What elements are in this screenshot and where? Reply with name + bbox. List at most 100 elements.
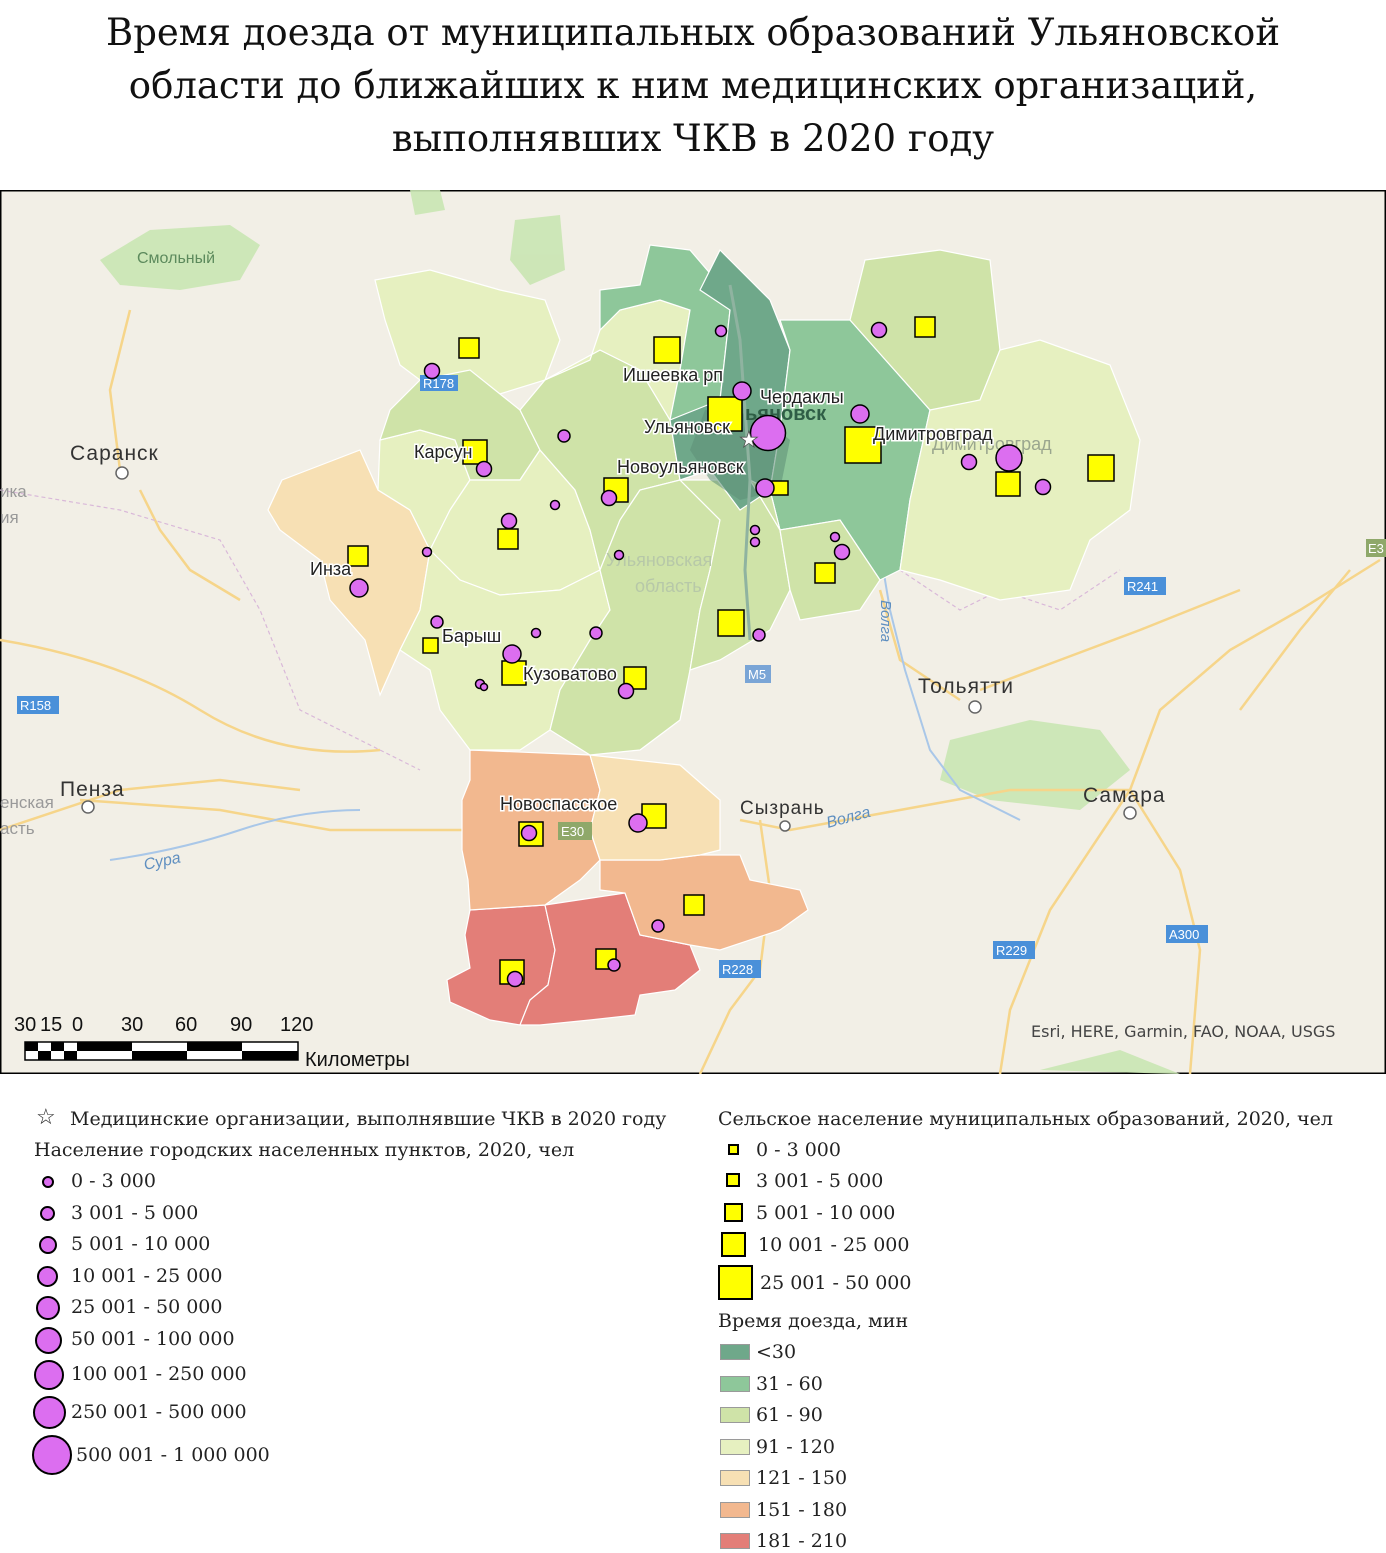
map-title: Время доезда от муниципальных образовани… xyxy=(0,6,1386,165)
urban-circle[interactable] xyxy=(960,453,978,471)
legend-urban-class-1: 0 - 3 000 xyxy=(71,1170,156,1192)
label-syzran: Сызрань xyxy=(740,798,825,819)
urban-circle[interactable] xyxy=(530,627,542,639)
legend-travel-swatch-6 xyxy=(720,1502,750,1518)
rural-square[interactable] xyxy=(653,336,681,364)
rural-square[interactable] xyxy=(814,562,836,584)
shield-r228 xyxy=(719,960,761,978)
shield-r241 xyxy=(1124,577,1166,595)
urban-circle[interactable] xyxy=(829,531,841,543)
legend-rural-symbol-5 xyxy=(718,1265,753,1300)
urban-circle[interactable] xyxy=(500,512,518,530)
urban-circle[interactable] xyxy=(475,460,493,478)
urban-circle[interactable] xyxy=(600,489,618,507)
urban-circle[interactable] xyxy=(520,824,538,842)
urban-circle[interactable] xyxy=(850,404,870,424)
label-karsun: Карсун xyxy=(414,442,472,462)
urban-circle[interactable] xyxy=(506,970,524,988)
urban-population-circles[interactable] xyxy=(349,321,1052,988)
city-dot-samara xyxy=(1123,806,1137,820)
rural-square[interactable] xyxy=(623,666,647,690)
urban-circle[interactable] xyxy=(755,478,775,498)
urban-circle[interactable] xyxy=(430,615,444,629)
urban-circle[interactable] xyxy=(651,919,665,933)
urban-circle[interactable] xyxy=(557,429,571,443)
urban-circle[interactable] xyxy=(479,682,489,692)
map-frame[interactable]: Смольный Саранск ика ия Пенза енская аст… xyxy=(0,190,1386,1074)
rural-square[interactable] xyxy=(914,316,936,338)
shield-r229-label: R229 xyxy=(996,943,1027,958)
rural-square[interactable] xyxy=(995,471,1021,497)
rural-square[interactable] xyxy=(458,337,480,359)
legend-urban-symbol-4 xyxy=(37,1266,58,1287)
legend-urban-class-9: 500 001 - 1 000 000 xyxy=(76,1444,270,1466)
shield-a300 xyxy=(1166,925,1208,943)
urban-circle[interactable] xyxy=(349,578,369,598)
urban-circle[interactable] xyxy=(1034,478,1052,496)
district-61-90-east-south[interactable] xyxy=(748,478,881,621)
urban-circle[interactable] xyxy=(732,381,752,401)
city-dot-saransk xyxy=(115,466,129,480)
legend-travel-class-2: 31 - 60 xyxy=(756,1373,823,1395)
legend-rural-class-4: 10 001 - 25 000 xyxy=(758,1234,910,1256)
pci-hospital-star-icon[interactable]: ★ xyxy=(739,428,760,454)
rural-square[interactable] xyxy=(497,528,519,550)
urban-circle[interactable] xyxy=(617,682,635,700)
label-penza: Пенза xyxy=(60,778,125,801)
shield-e3 xyxy=(1366,539,1386,557)
scale-tick-15: 15 xyxy=(40,1014,62,1036)
legend-travel-swatch-5 xyxy=(720,1470,750,1486)
rural-square[interactable] xyxy=(462,439,488,465)
urban-circle[interactable] xyxy=(752,628,766,642)
label-ulyanovsk: Ульяновск xyxy=(644,417,730,437)
rural-square[interactable] xyxy=(707,396,743,432)
shield-r229 xyxy=(993,941,1035,959)
district-61-90-kuzovatovo[interactable] xyxy=(549,479,721,756)
urban-circle[interactable] xyxy=(607,958,621,972)
urban-circle[interactable] xyxy=(502,644,522,664)
urban-circle[interactable] xyxy=(714,324,728,338)
urban-circle[interactable] xyxy=(749,414,787,452)
legend-rural-symbol-2 xyxy=(726,1173,740,1187)
legend-travel-title: Время доезда, мин xyxy=(718,1310,909,1332)
scale-tick-30: 30 xyxy=(121,1014,143,1036)
rural-square[interactable] xyxy=(683,894,705,916)
rural-square[interactable] xyxy=(717,609,745,637)
legend-travel-swatch-4 xyxy=(720,1439,750,1455)
urban-circle[interactable] xyxy=(833,543,851,561)
rural-square[interactable] xyxy=(1087,454,1115,482)
rural-population-squares[interactable] xyxy=(347,316,1115,985)
urban-circle[interactable] xyxy=(423,362,441,380)
map-attribution: Esri, HERE, Garmin, FAO, NOAA, USGS xyxy=(1031,1022,1335,1041)
label-tolyatti: Тольятти xyxy=(918,675,1014,698)
shield-e30-label: E30 xyxy=(561,824,584,839)
legend-urban-class-6: 50 001 - 100 000 xyxy=(71,1328,235,1350)
urban-circle[interactable] xyxy=(628,813,648,833)
shield-r241-label: R241 xyxy=(1127,579,1158,594)
rural-square[interactable] xyxy=(844,426,882,464)
urban-circle[interactable] xyxy=(589,626,603,640)
urban-circle[interactable] xyxy=(995,444,1023,472)
shield-r178 xyxy=(420,375,458,391)
legend-travel-swatch-1 xyxy=(720,1344,750,1360)
city-dot-tolyatti xyxy=(968,700,982,714)
volga-reservoir xyxy=(728,284,752,641)
urban-circle[interactable] xyxy=(549,499,561,511)
basemap-roads xyxy=(0,309,1381,1074)
urban-circle[interactable] xyxy=(749,536,761,548)
rural-square[interactable] xyxy=(422,637,439,654)
legend-urban-symbol-1 xyxy=(42,1176,54,1188)
shield-e3-label: E3 xyxy=(1368,541,1384,556)
rural-square[interactable] xyxy=(347,545,369,567)
urban-circle[interactable] xyxy=(421,546,433,558)
scale-tick-60: 60 xyxy=(175,1014,197,1036)
urban-circle[interactable] xyxy=(749,524,761,536)
legend-rural-class-2: 3 001 - 5 000 xyxy=(756,1170,884,1192)
shield-r228-label: R228 xyxy=(722,962,753,977)
scale-bar: 30 15 0 30 60 90 120 Километры xyxy=(14,1014,410,1071)
scale-tick-90: 90 xyxy=(230,1014,252,1036)
district-91-120-dimitrovgrad[interactable] xyxy=(899,339,1141,601)
urban-circle[interactable] xyxy=(870,321,888,339)
urban-circle[interactable] xyxy=(613,549,625,561)
legend-urban-class-2: 3 001 - 5 000 xyxy=(71,1202,199,1224)
